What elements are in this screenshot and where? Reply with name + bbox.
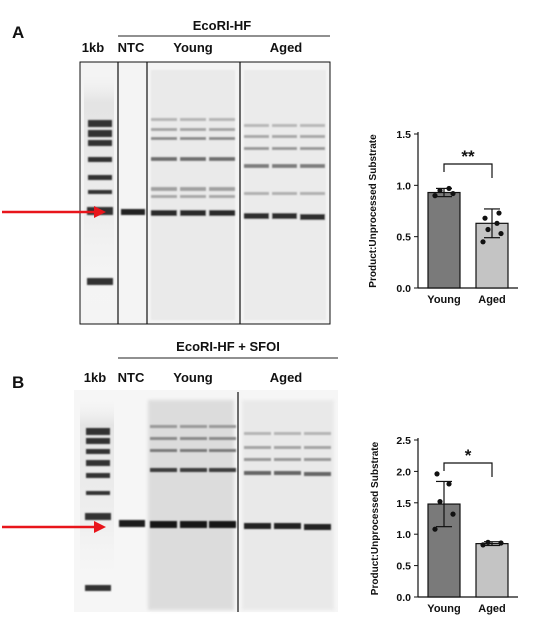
data-point	[434, 471, 440, 477]
y-tick-label: 1.5	[396, 498, 411, 510]
panel-b-aged-label: Aged	[270, 370, 303, 385]
panel-a: A EcoRI-HF 1kb NTC Young Aged	[2, 18, 518, 325]
significance-marker: *	[465, 446, 472, 465]
data-point	[480, 542, 486, 548]
bar-young	[427, 191, 461, 289]
y-tick-label: 1.0	[396, 529, 411, 541]
panel-b-ladder-label: 1kb	[84, 370, 106, 385]
data-point	[498, 230, 504, 237]
panel-b: B EcoRI-HF + SFOI 1kb NTC Young Aged	[2, 339, 518, 615]
data-point	[480, 239, 486, 245]
panel-a-young-label: Young	[173, 40, 213, 55]
x-tick-label: Young	[427, 294, 460, 306]
data-point	[446, 185, 452, 192]
x-tick-label: Aged	[478, 294, 506, 306]
gel-a-aged-bands	[244, 70, 326, 320]
gel-b-ladder-smear	[80, 392, 114, 610]
gel-a-border	[79, 61, 331, 325]
panel-a-ladder-label: 1kb	[82, 40, 104, 55]
y-tick-label: 0.0	[396, 283, 411, 295]
gel-b-young-bands	[148, 400, 236, 610]
significance-bracket	[443, 163, 493, 178]
y-tick-label: 2.5	[396, 435, 411, 447]
significance-marker: **	[461, 147, 475, 166]
data-point	[450, 511, 456, 517]
data-point	[482, 215, 488, 221]
panel-b-arrow	[2, 521, 106, 533]
panel-a-arrow	[2, 206, 106, 218]
bar-aged	[475, 543, 509, 598]
data-point	[450, 190, 456, 197]
significance-bracket	[443, 462, 493, 477]
y-tick-label: 2.0	[396, 466, 411, 478]
y-tick-label: 1.5	[396, 129, 411, 141]
panel-a-enzyme-label: EcoRI-HF	[193, 18, 252, 33]
x-tick-label: Young	[427, 603, 460, 615]
x-tick-label: Aged	[478, 603, 506, 615]
panel-b-ntc-label: NTC	[118, 370, 145, 385]
gel-b-aged-bands	[242, 400, 334, 610]
panel-a-ntc-label: NTC	[118, 40, 145, 55]
panel-b-bar-chart: 0.0 0.5 1.0 1.5 2.0 2.5 Product:Unprocessed Su…	[370, 435, 518, 615]
y-tick-label: 0.5	[396, 561, 411, 573]
y-axis-label: Product:Unprocessed Substrate	[368, 134, 379, 288]
panel-b-gel-image	[74, 390, 338, 612]
y-tick-label: 0.5	[396, 232, 411, 244]
data-point	[432, 193, 438, 199]
gel-a-ntc-band	[121, 209, 145, 215]
panel-a-letter: A	[12, 23, 24, 42]
data-point	[494, 220, 500, 226]
panel-a-aged-label: Aged	[270, 40, 303, 55]
panel-a-bar-chart: 0.0 0.5 1.0 1.5 Product:Unprocessed Substrat…	[368, 129, 518, 306]
data-point	[432, 526, 438, 532]
y-tick-label: 0.0	[396, 592, 411, 604]
y-tick-label: 1.0	[396, 180, 411, 192]
panel-b-young-label: Young	[173, 370, 213, 385]
data-point	[498, 540, 504, 546]
panel-b-letter: B	[12, 373, 24, 392]
gel-a-young-bands	[151, 70, 235, 320]
gel-b-ladder-bands	[85, 428, 111, 591]
data-point	[485, 226, 491, 233]
gel-b-ntc-band	[119, 520, 145, 527]
y-axis-label: Product:Unprocessed Substrate	[370, 441, 381, 595]
data-point	[496, 210, 502, 216]
data-point	[446, 481, 452, 487]
data-point	[437, 187, 443, 194]
data-point	[485, 539, 491, 545]
data-point	[437, 498, 443, 505]
panel-b-enzyme-label: EcoRI-HF + SFOI	[176, 339, 280, 354]
panel-a-gel-image	[79, 61, 331, 325]
